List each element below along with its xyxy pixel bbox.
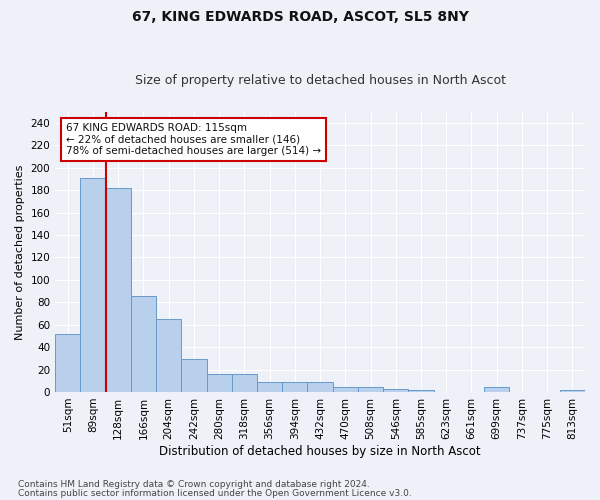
Text: Contains HM Land Registry data © Crown copyright and database right 2024.: Contains HM Land Registry data © Crown c…	[18, 480, 370, 489]
Bar	[484, 388, 509, 392]
Bar	[383, 388, 409, 392]
Bar	[282, 382, 307, 392]
Bar	[80, 178, 106, 392]
Bar	[181, 360, 206, 392]
Bar	[409, 390, 434, 392]
Bar	[232, 374, 257, 392]
Bar	[257, 382, 282, 392]
X-axis label: Distribution of detached houses by size in North Ascot: Distribution of detached houses by size …	[159, 444, 481, 458]
Bar	[156, 319, 181, 392]
Text: 67 KING EDWARDS ROAD: 115sqm
← 22% of detached houses are smaller (146)
78% of s: 67 KING EDWARDS ROAD: 115sqm ← 22% of de…	[66, 123, 321, 156]
Title: Size of property relative to detached houses in North Ascot: Size of property relative to detached ho…	[134, 74, 506, 87]
Bar	[358, 388, 383, 392]
Text: 67, KING EDWARDS ROAD, ASCOT, SL5 8NY: 67, KING EDWARDS ROAD, ASCOT, SL5 8NY	[131, 10, 469, 24]
Bar	[55, 334, 80, 392]
Bar	[560, 390, 585, 392]
Text: Contains public sector information licensed under the Open Government Licence v3: Contains public sector information licen…	[18, 488, 412, 498]
Bar	[131, 296, 156, 392]
Bar	[332, 388, 358, 392]
Bar	[106, 188, 131, 392]
Y-axis label: Number of detached properties: Number of detached properties	[15, 164, 25, 340]
Bar	[206, 374, 232, 392]
Bar	[307, 382, 332, 392]
